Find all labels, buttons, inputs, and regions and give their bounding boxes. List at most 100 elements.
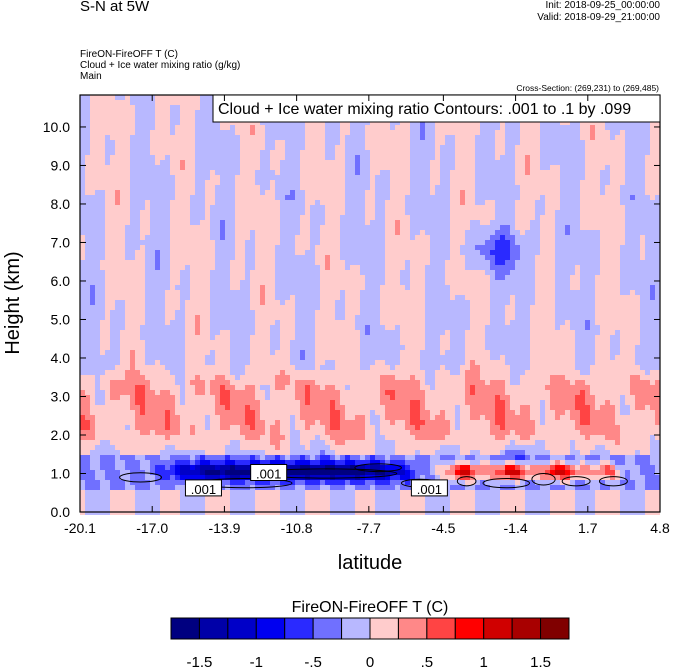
field-cell [190,410,195,415]
field-cell [245,175,250,180]
field-cell [290,465,295,470]
field-cell [230,260,235,265]
field-cell [205,130,210,135]
field-cell [145,345,150,350]
field-cell [305,215,310,220]
field-cell [165,475,170,480]
field-cell [260,335,265,340]
field-cell [80,500,85,505]
field-cell [150,430,155,435]
field-cell [95,130,100,135]
field-cell [215,250,220,255]
field-cell [365,495,370,500]
field-cell [270,315,275,320]
field-cell [145,280,150,285]
field-cell [150,420,155,425]
field-cell [350,295,355,300]
field-cell [335,430,340,435]
field-cell [110,325,115,330]
field-cell [170,225,175,230]
field-cell [180,435,185,440]
field-cell [145,305,150,310]
field-cell [220,450,225,455]
field-cell [265,480,270,485]
field-cell [330,255,335,260]
field-cell [360,480,365,485]
field-cell [120,495,125,500]
field-cell [170,365,175,370]
field-cell [285,275,290,280]
field-cell [200,140,205,145]
field-cell [335,435,340,440]
field-cell [290,470,295,475]
field-cell [265,130,270,135]
field-cell [290,145,295,150]
field-cell [105,400,110,405]
field-cell [275,205,280,210]
field-cell [80,445,85,450]
field-cell [370,220,375,225]
field-cell [285,145,290,150]
field-cell [145,450,150,455]
field-cell [280,155,285,160]
field-cell [120,280,125,285]
field-cell [255,415,260,420]
field-cell [165,265,170,270]
field-cell [170,430,175,435]
field-cell [315,410,320,415]
field-cell [230,375,235,380]
field-cell [370,255,375,260]
field-cell [290,255,295,260]
field-cell [190,470,195,475]
field-cell [175,270,180,275]
field-cell [305,150,310,155]
field-cell [300,460,305,465]
field-cell [320,235,325,240]
field-cell [295,165,300,170]
field-cell [335,130,340,135]
field-cell [190,305,195,310]
field-cell [225,215,230,220]
field-cell [80,405,85,410]
field-cell [290,485,295,490]
field-cell [360,405,365,410]
field-cell [135,215,140,220]
field-cell [105,500,110,505]
field-cell [250,380,255,385]
field-cell [125,290,130,295]
field-cell [185,230,190,235]
field-cell [220,320,225,325]
field-cell [265,405,270,410]
field-cell [195,350,200,355]
field-cell [365,440,370,445]
field-cell [110,405,115,410]
field-cell [150,135,155,140]
field-cell [240,365,245,370]
field-cell [135,225,140,230]
field-cell [370,415,375,420]
field-cell [215,195,220,200]
field-cell [150,155,155,160]
field-cell [110,310,115,315]
field-cell [230,190,235,195]
field-cell [340,380,345,385]
field-cell [255,440,260,445]
field-cell [145,445,150,450]
field-cell [270,400,275,405]
field-cell [160,420,165,425]
field-cell [135,445,140,450]
field-cell [185,140,190,145]
field-cell [115,330,120,335]
field-cell [300,335,305,340]
field-cell [350,370,355,375]
field-cell [255,140,260,145]
field-cell [105,335,110,340]
field-cell [95,385,100,390]
field-cell [245,325,250,330]
field-cell [305,345,310,350]
field-cell [110,100,115,105]
field-cell [90,115,95,120]
field-cell [200,275,205,280]
field-cell [365,405,370,410]
field-cell [115,405,120,410]
